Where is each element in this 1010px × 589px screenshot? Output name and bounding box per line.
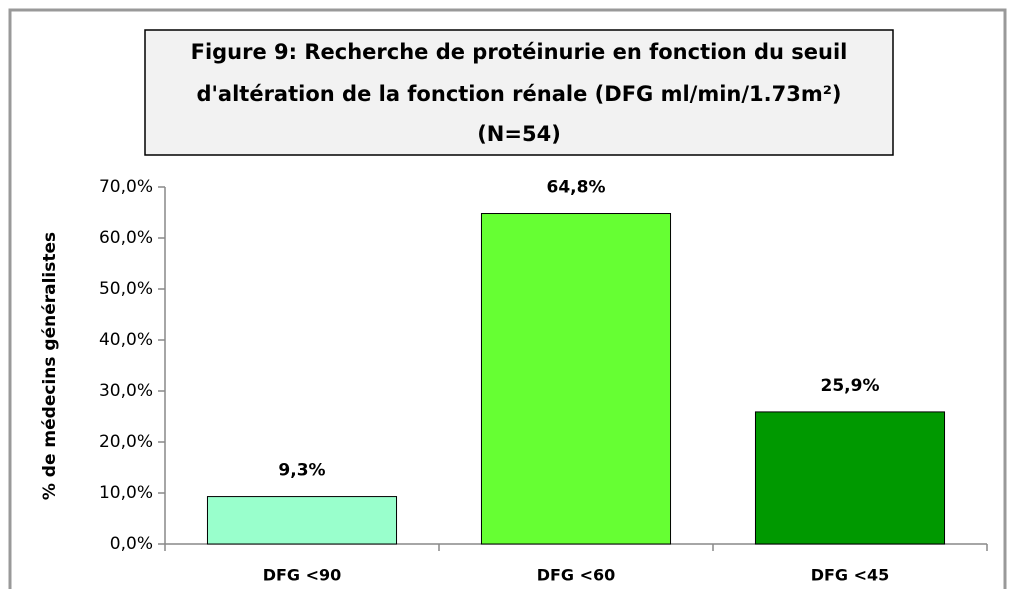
bar [206,496,398,545]
y-tick-label: 20,0% [99,432,153,452]
y-tick-label: 60,0% [99,228,153,248]
y-tick-label: 40,0% [99,330,153,350]
bar [754,411,946,545]
chart-title: d'altération de la fonction rénale (DFG … [196,82,841,106]
chart-title: Figure 9: Recherche de protéinurie en fo… [191,40,848,64]
x-tick-label: DFG <60 [537,566,616,585]
y-tick-label: 50,0% [99,279,153,299]
y-tick-label: 10,0% [99,483,153,503]
x-tick-label: DFG <45 [811,566,890,585]
y-tick-label: 0,0% [110,534,153,554]
bar [480,213,672,545]
chart-frame [8,8,1007,589]
y-tick-label: 30,0% [99,381,153,401]
data-label: 25,9% [821,376,880,396]
data-label: 9,3% [278,461,325,481]
data-label: 64,8% [547,178,606,198]
x-tick-label: DFG <90 [263,566,342,585]
title-box [144,29,894,156]
y-tick-label: 70,0% [99,177,153,197]
y-axis-label: % de médecins généralistes [40,232,60,500]
chart-title: (N=54) [477,122,561,146]
